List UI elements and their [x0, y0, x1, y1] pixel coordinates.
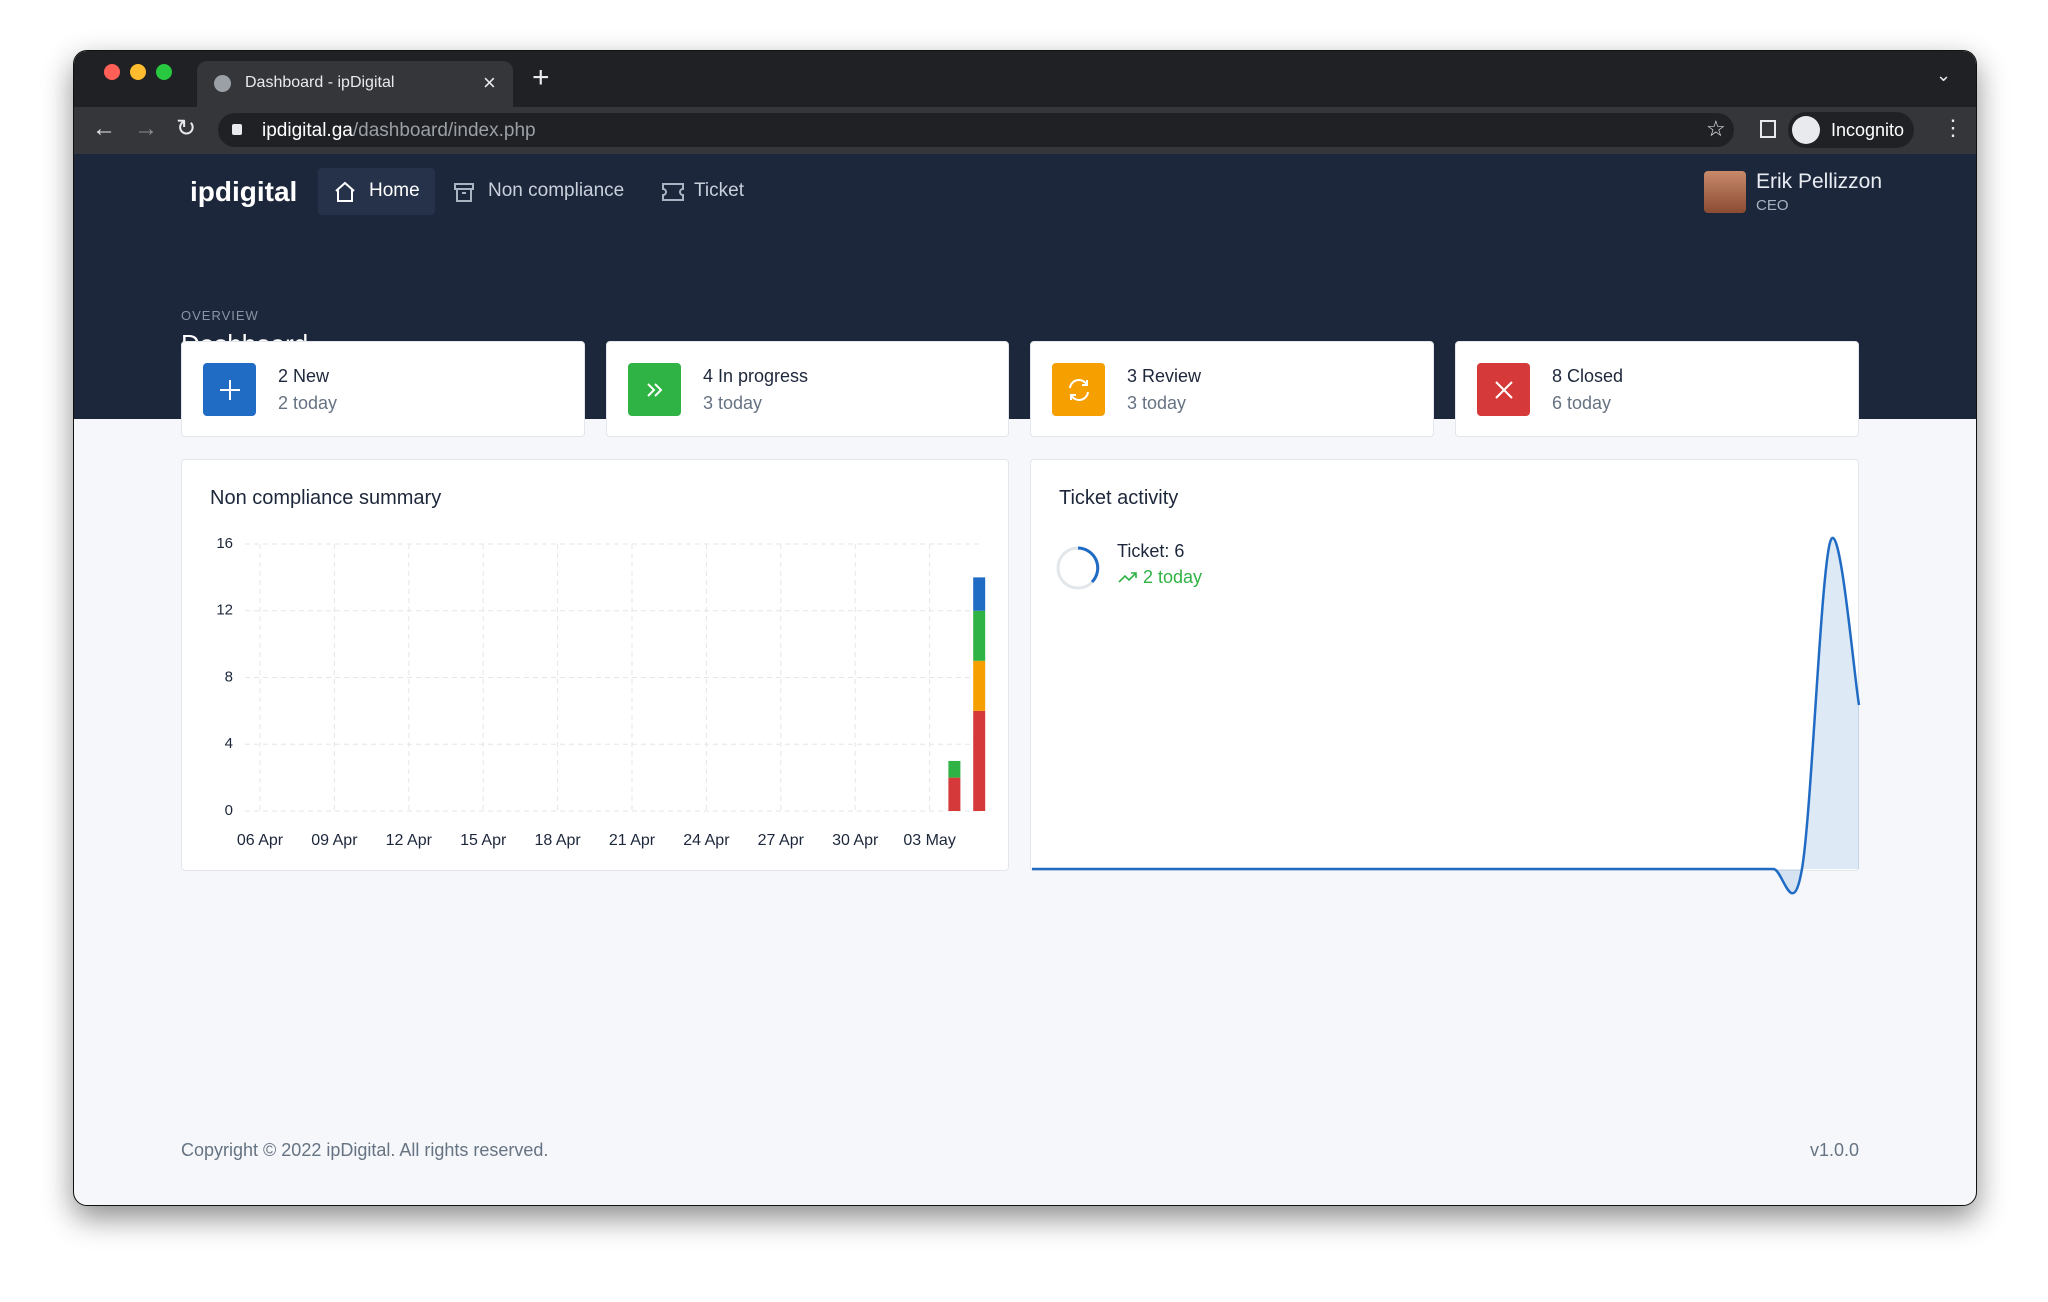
- url-field[interactable]: ipdigital.ga/dashboard/index.php ☆: [218, 113, 1734, 147]
- overline: OVERVIEW: [181, 308, 259, 323]
- stat-card: 3 Review 3 today: [1030, 341, 1434, 437]
- nav-item[interactable]: Home: [369, 180, 420, 201]
- stat-icon: [1477, 363, 1530, 416]
- menu[interactable]: ⋮: [1942, 115, 1964, 140]
- profile[interactable]: Incognito: [1788, 112, 1914, 148]
- bookmark[interactable]: ☆: [1706, 116, 1726, 141]
- panel-title: Non compliance summary: [210, 487, 442, 509]
- close-dot[interactable]: [104, 64, 120, 80]
- url-host: ipdigital.ga: [262, 120, 353, 141]
- nav-item[interactable]: Non compliance: [488, 180, 625, 201]
- back[interactable]: ←: [92, 115, 116, 142]
- nav-item[interactable]: Ticket: [694, 180, 744, 201]
- tab-menu[interactable]: ⌄: [1936, 65, 1952, 85]
- profile-label: Incognito: [1831, 120, 1905, 140]
- stat-label: 3 Review: [1127, 366, 1202, 386]
- lock-icon: [232, 124, 242, 135]
- trend-icon: [1118, 572, 1137, 583]
- stat-label: 8 Closed: [1552, 366, 1624, 386]
- stat-sub: 3 today: [1127, 393, 1187, 413]
- stat-label: 2 New: [278, 366, 330, 386]
- zoom-dot[interactable]: [156, 64, 172, 80]
- reload[interactable]: ↻: [176, 115, 197, 142]
- favicon: [214, 75, 231, 92]
- url: ipdigital.ga/dashboard/index.php: [262, 120, 536, 142]
- stat-sub: 2 today: [278, 393, 338, 413]
- tab-title: Dashboard - ipDigital: [245, 74, 395, 91]
- archive-icon: [454, 183, 474, 202]
- stat-icon: [203, 363, 256, 416]
- stat-card: 8 Closed 6 today: [1455, 341, 1859, 437]
- panel-title: Ticket activity: [1059, 487, 1179, 509]
- new-tab[interactable]: +: [532, 61, 550, 94]
- minimize-dot[interactable]: [130, 64, 146, 80]
- ticket-label: Ticket: 6: [1117, 541, 1185, 561]
- logo[interactable]: ipdigital: [190, 176, 298, 207]
- address-bar: ← → ↻ ipdigital.ga/dashboard/index.php ☆…: [74, 107, 1976, 154]
- stat-icon: [628, 363, 681, 416]
- tab-bar: Dashboard - ipDigital × + ⌄: [74, 51, 1976, 107]
- forward[interactable]: →: [134, 115, 158, 142]
- stat-label: 4 In progress: [703, 366, 809, 386]
- tab-close[interactable]: ×: [483, 70, 496, 95]
- stat-card: 4 In progress 3 today: [606, 341, 1009, 437]
- version: v1.0.0: [1809, 1140, 1859, 1160]
- spinner: [1056, 546, 1100, 590]
- user-role: CEO: [1756, 197, 1789, 214]
- panel: Non compliance summary: [181, 459, 1009, 871]
- tab[interactable]: Dashboard - ipDigital ×: [197, 61, 513, 107]
- stat-sub: 6 today: [1552, 393, 1612, 413]
- avatar[interactable]: [1704, 171, 1746, 213]
- copyright: Copyright © 2022 ipDigital. All rights r…: [181, 1140, 549, 1160]
- stat-card: 2 New 2 today: [181, 341, 585, 437]
- browser-window: Dashboard - ipDigital × + ⌄ ← → ↻ ipdigi…: [73, 50, 1977, 1206]
- user-name: Erik Pellizzon: [1756, 170, 1883, 193]
- ticket-icon: [662, 183, 684, 201]
- sidepanel[interactable]: [1760, 120, 1776, 138]
- home-icon: [335, 181, 355, 202]
- stat-sub: 3 today: [703, 393, 763, 413]
- stat-icon: [1052, 363, 1105, 416]
- url-path: /dashboard/index.php: [352, 120, 536, 141]
- ticket-today: 2 today: [1143, 567, 1203, 587]
- panel: Ticket activity Ticket: 6 2 today: [1030, 459, 1859, 871]
- incognito-icon: [1792, 116, 1820, 144]
